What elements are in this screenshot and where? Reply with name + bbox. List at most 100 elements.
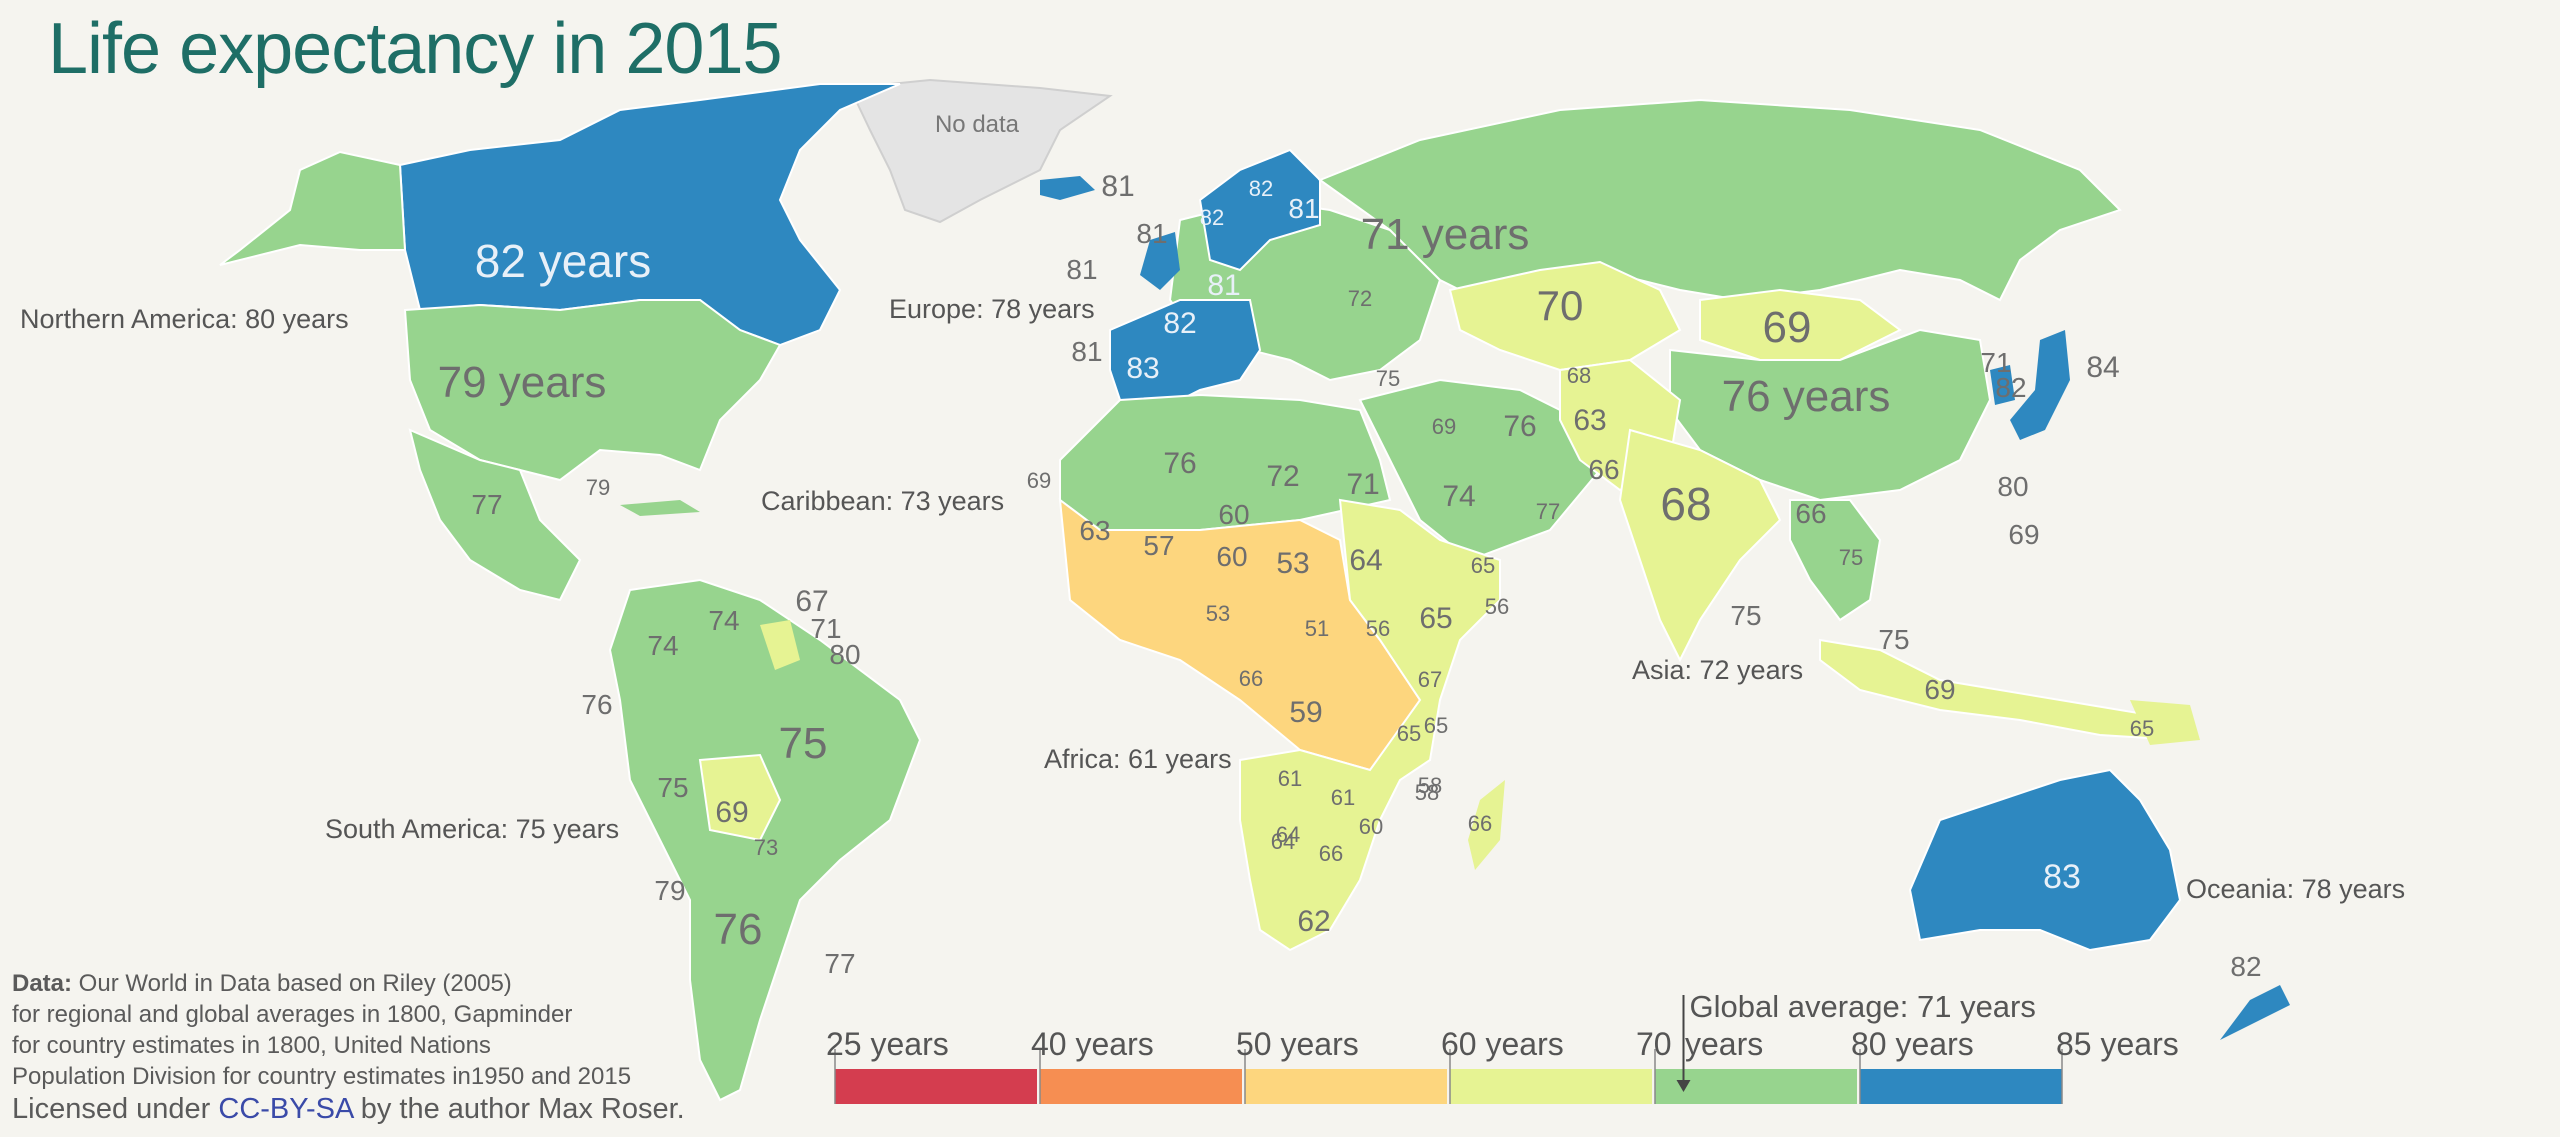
country-label-ireland: 81	[1066, 254, 1097, 285]
legend-swatch-25-40	[835, 1069, 1037, 1104]
country-label-algeria: 76	[1163, 447, 1196, 480]
country-label-peru: 75	[657, 772, 688, 803]
country-label-malaysia: 75	[1878, 624, 1909, 655]
country-label-tanzania: 65	[1397, 721, 1421, 746]
kazakhstan-shape	[1448, 260, 1682, 372]
legend-tick-label: 60 years	[1441, 1026, 1564, 1062]
country-label-indonesia: 69	[1924, 674, 1955, 705]
credits-line-3: for country estimates in 1800, United Na…	[12, 1032, 491, 1059]
country-label-niger: 60	[1216, 541, 1247, 572]
country-label-sahel-60: 60	[1218, 499, 1249, 530]
mongolia-shape	[1699, 288, 1902, 361]
country-label-ecuador: 76	[581, 689, 612, 720]
madagascar-shape	[1468, 780, 1505, 870]
country-label-png: 65	[2130, 716, 2154, 741]
country-label-guyana: 67	[795, 585, 828, 618]
country-label-mongolia: 69	[1763, 303, 1812, 352]
legend-swatch-50-60	[1245, 1069, 1447, 1104]
country-label-mauritania: 63	[1079, 515, 1110, 546]
png-shape	[2130, 700, 2200, 745]
country-label-turkey: 75	[1376, 366, 1400, 391]
country-label-finland: 81	[1288, 193, 1319, 224]
license-suffix: by the author Max Roser.	[352, 1093, 685, 1125]
country-label-thailand: 75	[1839, 545, 1863, 570]
country-label-venezuela: 74	[708, 605, 739, 636]
country-label-somalia: 56	[1485, 594, 1509, 619]
country-label-australia: 83	[2043, 858, 2081, 896]
country-label-colombia: 74	[647, 630, 678, 661]
region-label-asia: Asia: 72 years	[1632, 655, 1803, 685]
country-label-cuba: 79	[586, 475, 610, 500]
legend-tick-label: 50 years	[1236, 1026, 1359, 1062]
country-label-india: 68	[1660, 478, 1711, 530]
country-label-cameroon: 58	[1418, 773, 1442, 798]
alaska-shape	[219, 150, 407, 266]
country-label-pakistan: 66	[1588, 454, 1619, 485]
country-label-south-africa: 62	[1297, 905, 1330, 938]
legend-tick-label: 85 years	[2056, 1026, 2179, 1062]
license-link[interactable]: CC-BY-SA	[218, 1093, 353, 1125]
country-label-argentina: 76	[714, 905, 763, 954]
legend-swatch-70-80	[1655, 1069, 1857, 1104]
country-label-nigeria: 53	[1206, 601, 1230, 626]
legend-tick-label: years	[1685, 1026, 1763, 1062]
region-label-europe: Europe: 78 years	[889, 294, 1095, 324]
country-label-libya: 72	[1266, 460, 1299, 493]
legend-tick-label: 80 years	[1851, 1026, 1974, 1062]
cuba-shape	[620, 500, 700, 516]
country-label-canada: 82 years	[475, 235, 651, 287]
credits-line-4: Population Division for country estimate…	[12, 1063, 632, 1090]
guyana-shape	[760, 620, 800, 670]
country-label-germany: 81	[1207, 269, 1240, 302]
russia-shape	[1317, 98, 2122, 302]
country-label-korea: 82	[1995, 372, 2026, 403]
country-label-turkmenistan: 68	[1567, 363, 1591, 388]
korea-shape	[1990, 365, 2015, 405]
country-label-france: 82	[1163, 307, 1196, 340]
country-label-spain: 83	[1126, 352, 1159, 385]
legend-swatch-40-50	[1040, 1069, 1242, 1104]
credits-line-2: for regional and global averages in 1800…	[12, 1001, 573, 1028]
country-label-mali: 57	[1143, 530, 1174, 561]
country-label-iraq: 69	[1432, 414, 1456, 439]
credits-line-1-text: Our World in Data based on Riley (2005)	[72, 970, 512, 997]
country-label-yemen: 65	[1471, 553, 1495, 578]
greenland-shape	[848, 78, 1113, 224]
iceland-shape	[1040, 176, 1095, 200]
country-label-usa: 79 years	[438, 358, 607, 407]
country-label-russia: 71 years	[1361, 210, 1530, 259]
country-label-south-sudan: 56	[1366, 616, 1390, 641]
region-label-oceania: Oceania: 78 years	[2186, 874, 2405, 904]
legend-swatch-60-70	[1450, 1069, 1652, 1104]
western-europe-shape	[1109, 299, 1262, 401]
new-zealand-shape	[2220, 985, 2290, 1040]
country-label-new-zealand: 82	[2230, 951, 2261, 982]
country-label-zimbabwe: 60	[1359, 814, 1383, 839]
country-label-mozambique: 58	[1415, 780, 1439, 805]
country-label-western-sahara: 69	[1027, 468, 1051, 493]
country-label-oman: 77	[1536, 499, 1560, 524]
scandinavia-shape	[1198, 148, 1321, 272]
credits: Data: Our World in Data based on Riley (…	[12, 968, 685, 1126]
country-label-paraguay: 73	[754, 835, 778, 860]
data-prefix: Data:	[12, 970, 73, 997]
license-prefix: Licensed under	[12, 1093, 219, 1125]
country-label-kenya: 67	[1418, 667, 1442, 692]
country-label-sudan: 64	[1349, 544, 1382, 577]
region-label-africa: Africa: 61 years	[1044, 744, 1232, 774]
bolivia-shape	[698, 753, 782, 842]
page-title: Life expectancy in 2015	[48, 9, 783, 89]
country-label-japan: 84	[2086, 351, 2119, 384]
country-label-taiwan: 80	[1997, 471, 2028, 502]
country-label-madagascar: 66	[1468, 811, 1492, 836]
legend-tick-label: 70	[1636, 1026, 1672, 1062]
country-label-iran: 76	[1503, 410, 1536, 443]
country-label-norway: 82	[1200, 205, 1224, 230]
country-label-nkorea: 71	[1980, 347, 2011, 378]
country-label-car: 51	[1305, 616, 1329, 641]
country-label-mexico: 77	[471, 489, 502, 520]
australia-shape	[1908, 768, 2182, 952]
country-label-chile: 79	[654, 875, 685, 906]
country-label-sweden: 82	[1249, 176, 1273, 201]
